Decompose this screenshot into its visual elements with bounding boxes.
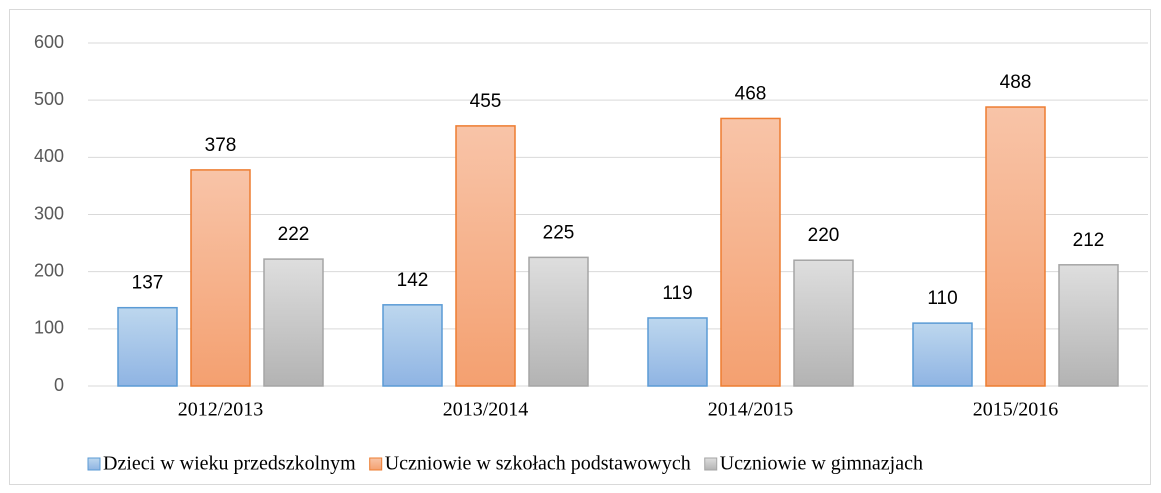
- y-tick-label: 100: [34, 318, 64, 338]
- legend-label: Dzieci w wieku przedszkolnym: [103, 453, 356, 475]
- bar: [190, 169, 251, 387]
- chart-frame: [9, 9, 1151, 485]
- data-label: 137: [132, 273, 164, 294]
- bar: [455, 125, 516, 387]
- y-tick-label: 300: [34, 203, 64, 223]
- bar: [382, 304, 443, 387]
- data-label: 119: [662, 283, 692, 304]
- bar: [793, 259, 854, 387]
- bar: [263, 258, 324, 387]
- y-tick-label: 600: [34, 32, 64, 52]
- data-label: 455: [470, 91, 502, 112]
- y-tick-label: 400: [34, 146, 64, 166]
- data-label: 488: [1000, 72, 1032, 93]
- legend-label: Uczniowie w szkołach podstawowych: [385, 453, 691, 475]
- data-label: 222: [278, 224, 310, 245]
- bar: [1058, 264, 1119, 387]
- y-tick-label: 500: [34, 89, 64, 109]
- legend-swatch: [369, 457, 383, 471]
- bar: [117, 306, 178, 387]
- bar: [528, 256, 589, 387]
- legend-swatch: [87, 457, 101, 471]
- x-tick-label: 2014/2015: [708, 399, 794, 421]
- data-label: 378: [205, 135, 237, 156]
- data-label: 212: [1073, 230, 1105, 251]
- data-label: 468: [735, 83, 767, 104]
- bar: [912, 322, 973, 387]
- y-tick-label: 200: [34, 260, 64, 280]
- x-tick-label: 2015/2016: [973, 399, 1059, 421]
- x-tick-label: 2012/2013: [178, 399, 264, 421]
- data-label: 225: [543, 222, 575, 243]
- data-label: 142: [397, 270, 429, 291]
- bar: [647, 317, 708, 387]
- x-tick-label: 2013/2014: [443, 399, 529, 421]
- bar: [985, 106, 1046, 387]
- data-label: 110: [927, 288, 957, 309]
- y-tick-label: 0: [54, 375, 64, 395]
- data-label: 220: [808, 225, 840, 246]
- legend-swatch: [704, 457, 718, 471]
- legend-label: Uczniowie w gimnazjach: [720, 453, 923, 475]
- bar: [720, 117, 781, 387]
